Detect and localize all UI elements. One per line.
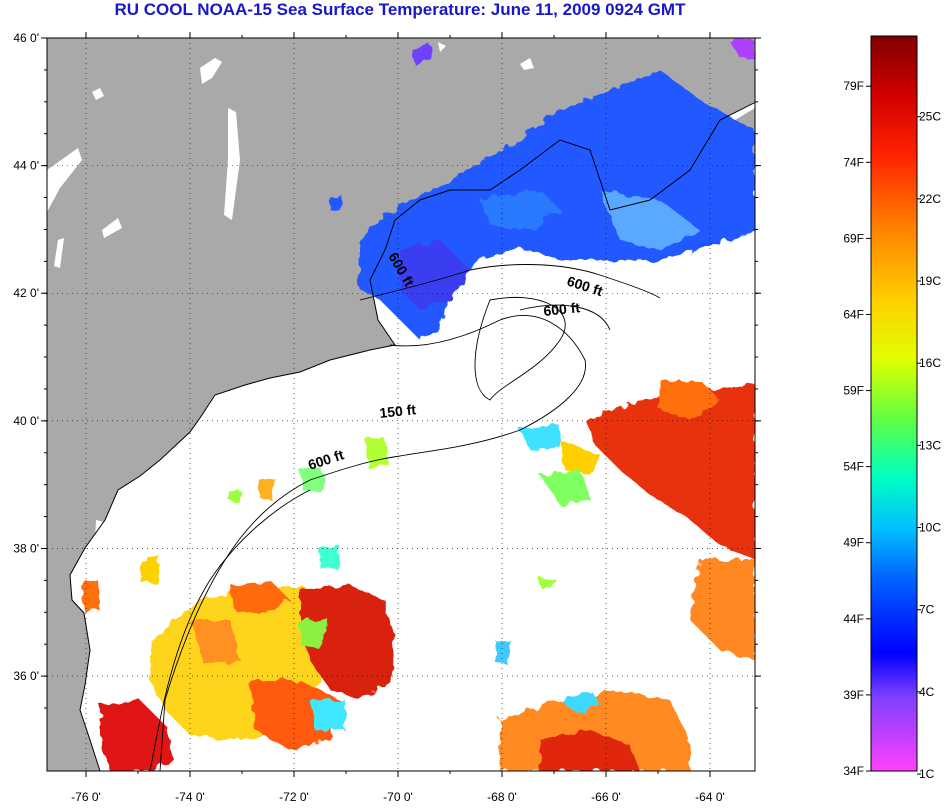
lake [54,238,64,268]
lat-tick-label: 46 0' [13,31,39,45]
sst-patch-warm [310,700,345,730]
delaware-bay [118,520,138,552]
lake [200,58,222,84]
lake [224,108,240,220]
sst-patch-warm [300,585,395,700]
sst-patch-cold [480,190,560,230]
sst-patch-warm [100,700,175,771]
lon-tick-label: -72 0' [279,790,309,804]
sst-patch-warm [300,620,330,650]
coastline [69,101,755,771]
colorbar-f-label: 54F [843,460,864,474]
sst-patch-cold [560,690,600,712]
contour-600ft [149,264,661,771]
colorbar-f-label: 64F [843,307,864,321]
sst-patch-warm [520,425,560,450]
sst-patch-warm [260,478,275,500]
colorbar-c-label: 10C [919,521,941,535]
colorbar-c-label: 4C [919,685,935,699]
colorbar-f-label: 69F [843,231,864,245]
sst-patch-warm [540,578,555,590]
contour-label: 600 ft [565,273,605,300]
sst-patch-warm [560,440,600,475]
colorbar [870,35,918,772]
sst-patch-warm [540,470,590,505]
contour-label: 600 ft [306,446,346,473]
colorbar-f-label: 79F [843,79,864,93]
map-title: RU COOL NOAA-15 Sea Surface Temperature:… [114,0,686,19]
sst-patch-warm [320,546,340,570]
sst-patch-warm [365,438,388,468]
colorbar-c-label: 25C [919,110,941,124]
sst-patch-warm [690,560,755,660]
lon-tick-label: -66 0' [591,790,621,804]
sst-patch-warm [140,556,160,585]
colorbar-f-label: 44F [843,612,864,626]
colorbar-c-label: 13C [919,438,941,452]
colorbar-f-label: 34F [843,764,864,778]
sst-data-overlay [80,40,755,771]
sst-patch-cold [600,190,700,250]
grid-layer [47,37,755,771]
lon-tick-label: -76 0' [71,790,101,804]
sst-patch-cold [400,240,470,310]
sst-patch-warm [228,490,240,502]
colorbar-f-label: 59F [843,384,864,398]
sst-patch-warm [300,468,326,492]
colorbar-c-label: 19C [919,274,941,288]
sst-patch-warm [540,730,640,771]
colorbar-f-label: 49F [843,536,864,550]
lon-tick-label: -74 0' [175,790,205,804]
lat-tick-label: 36 0' [13,669,39,683]
colorbar-fahrenheit-labels: 79F 74F 69F 64F 59F 54F 49F 44F 39F 34F [843,79,871,778]
colorbar-c-label: 1C [919,767,935,781]
sst-patch-cold [330,196,342,212]
sst-patch-warm [190,620,240,665]
lake [438,42,446,52]
contour-label: 600 ft [543,299,581,319]
sst-patch-warm [585,385,755,560]
lake [92,88,104,100]
lat-tick-label: 44 0' [13,159,39,173]
bathymetry-contours [149,264,661,771]
sst-patch-cold [410,44,432,66]
colorbar-celsius-labels: 25C 22C 19C 16C 13C 10C 7C 4C 1C [917,110,941,781]
sst-patch-warm [230,580,290,615]
map-frame [46,37,756,772]
lat-tick-label: 40 0' [13,414,39,428]
colorbar-f-label: 39F [843,688,864,702]
lat-tick-label: 38 0' [13,541,39,555]
lon-tick-label: -70 0' [383,790,413,804]
sst-patch-warm [80,580,100,612]
lon-tick-label: -68 0' [487,790,517,804]
colorbar-c-label: 7C [919,603,935,617]
lake [102,218,122,238]
land-area [47,38,755,771]
lake [47,148,82,212]
lat-tick-label: 42 0' [13,286,39,300]
colorbar-f-label: 74F [843,155,864,169]
contour-200m [474,296,566,401]
colorbar-c-label: 22C [919,192,941,206]
colorbar-c-label: 16C [919,356,941,370]
lon-tick-label: -64 0' [695,790,725,804]
sst-patch-warm [660,380,720,420]
axis-ticks: 46 0' 44 0' 42 0' 40 0' 38 0' 36 0' -76 0' -74 … [13,31,761,804]
sst-patch-cold [495,640,510,665]
lake [520,58,534,70]
sst-patch-cold [730,40,755,60]
sst-patch-warm [250,680,340,750]
contour-label: 150 ft [379,401,417,421]
